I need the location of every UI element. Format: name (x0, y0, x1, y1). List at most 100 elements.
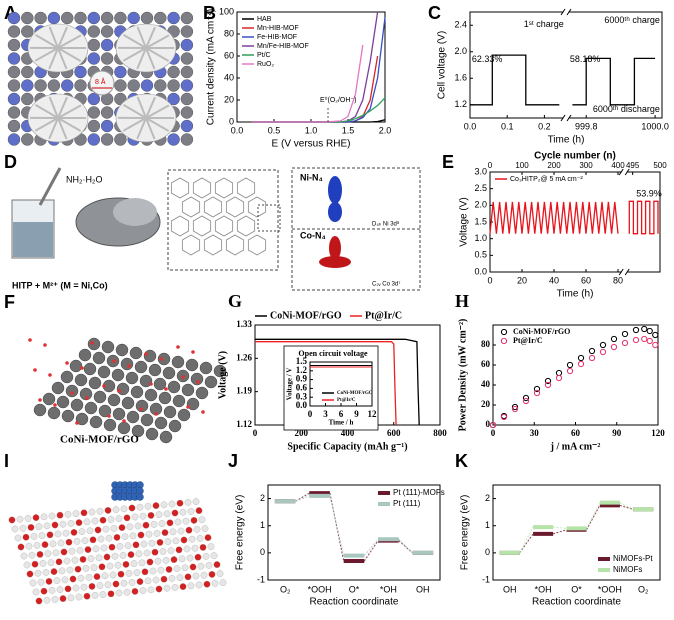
sheet-atom (92, 351, 106, 365)
slab-atom (180, 536, 188, 544)
slab-atom (88, 508, 96, 516)
slab-atom (176, 574, 184, 581)
lattice-ring (170, 177, 190, 199)
slab-atom (175, 546, 183, 554)
slab-atom (98, 563, 106, 571)
sheet-atom (148, 363, 162, 377)
sheet-atom (144, 388, 158, 402)
slab-atom (112, 580, 120, 588)
slab-atom (78, 528, 86, 535)
y-tick-label: 20 (481, 399, 491, 409)
powder (113, 198, 157, 226)
lattice-ring (192, 215, 212, 237)
x-tick-label: 30 (530, 428, 540, 438)
legend-label: HAB (257, 16, 272, 23)
slab-atom (40, 513, 48, 521)
slab-atom (56, 586, 64, 593)
x-tick-label: *OH (535, 584, 552, 594)
slab-atom (108, 543, 116, 551)
slab-atom (119, 552, 127, 559)
data-point (652, 341, 659, 349)
y-tick-label: 1.12 (236, 419, 252, 429)
edge-atom (43, 343, 47, 347)
y-tick-label: 3.0 (474, 166, 487, 176)
atom (87, 133, 101, 146)
y-tick-label: -1 (257, 574, 265, 584)
slab-atom (131, 513, 139, 521)
legend-marker (500, 328, 508, 336)
slab-atom (136, 503, 144, 511)
connector (619, 504, 634, 510)
slab-atom (8, 516, 16, 524)
slab-atom (163, 510, 171, 518)
fin (35, 34, 59, 49)
atom (167, 92, 180, 106)
slab-atom (28, 551, 36, 559)
slab-atom (48, 587, 56, 594)
legend-label: NiMOFs-Pt (613, 554, 653, 563)
x-tick-label: 20 (517, 275, 527, 285)
edge-atom (75, 421, 79, 425)
edge-atom (139, 407, 143, 411)
atom (87, 119, 101, 133)
x-axis-label: Specific Capacity (mAh g⁻¹) (287, 441, 407, 452)
slab-atom (152, 502, 160, 509)
fin (145, 96, 156, 119)
pipette (38, 167, 62, 206)
slab-atom (136, 578, 144, 585)
data-point (632, 336, 640, 344)
chart: -1 0 1 2 OH *OH O* *OOH O₂ Reaction coordinate Fre… (455, 451, 661, 608)
x-tick-label: OH (503, 584, 517, 594)
slab-atom (62, 529, 70, 537)
edge-atom (90, 341, 94, 345)
slab-atom (71, 556, 79, 564)
slab-atom (196, 535, 204, 542)
x-tick-label: *OOH (308, 584, 332, 594)
y-tick-label: -1 (482, 574, 490, 584)
sheet-atom (33, 403, 47, 417)
slab-atom (39, 560, 47, 567)
slab-atom (107, 516, 115, 523)
slab-atom (194, 553, 202, 561)
atom (21, 25, 34, 38)
slab-atom (41, 541, 49, 548)
sheet-atom (84, 401, 98, 415)
slab-atom (75, 519, 83, 526)
x-tick-label: 0 (308, 409, 313, 419)
data-point (566, 367, 574, 375)
slab-atom (160, 501, 168, 509)
atom (87, 38, 101, 52)
sheet-atom (185, 358, 199, 372)
y-axis-label: Current density (mA cm⁻²) (206, 9, 217, 125)
sheet-atom (125, 371, 139, 385)
atom (127, 79, 140, 92)
atom (47, 11, 61, 25)
edge-atom (191, 350, 195, 354)
slab-atom (36, 551, 44, 558)
slab-atom (117, 570, 125, 578)
y-tick-label: 1.33 (236, 319, 252, 329)
annotation: 6000ᵗʰ charge (604, 15, 659, 25)
atom (180, 38, 194, 52)
panel-label: J (228, 451, 238, 471)
x2-tick-label: 500 (653, 161, 667, 170)
fin (57, 47, 68, 70)
atom (21, 92, 34, 106)
slab-atom (103, 553, 111, 561)
slab-atom (124, 542, 132, 549)
slab-atom (42, 569, 50, 576)
y-tick-label: 2.0 (474, 200, 487, 210)
fin (145, 26, 156, 49)
atom (180, 106, 194, 119)
series-line (470, 54, 656, 106)
sheet-atom (111, 368, 125, 382)
x-tick-label: 0.2 (538, 121, 551, 131)
sheet-atom (171, 355, 185, 369)
connector (398, 538, 413, 554)
slab-atom (91, 592, 99, 599)
slab-atom (195, 581, 203, 589)
slab-atom (30, 533, 38, 540)
slab-atom (16, 515, 24, 523)
atom (167, 79, 180, 92)
slab-atom (126, 523, 134, 531)
